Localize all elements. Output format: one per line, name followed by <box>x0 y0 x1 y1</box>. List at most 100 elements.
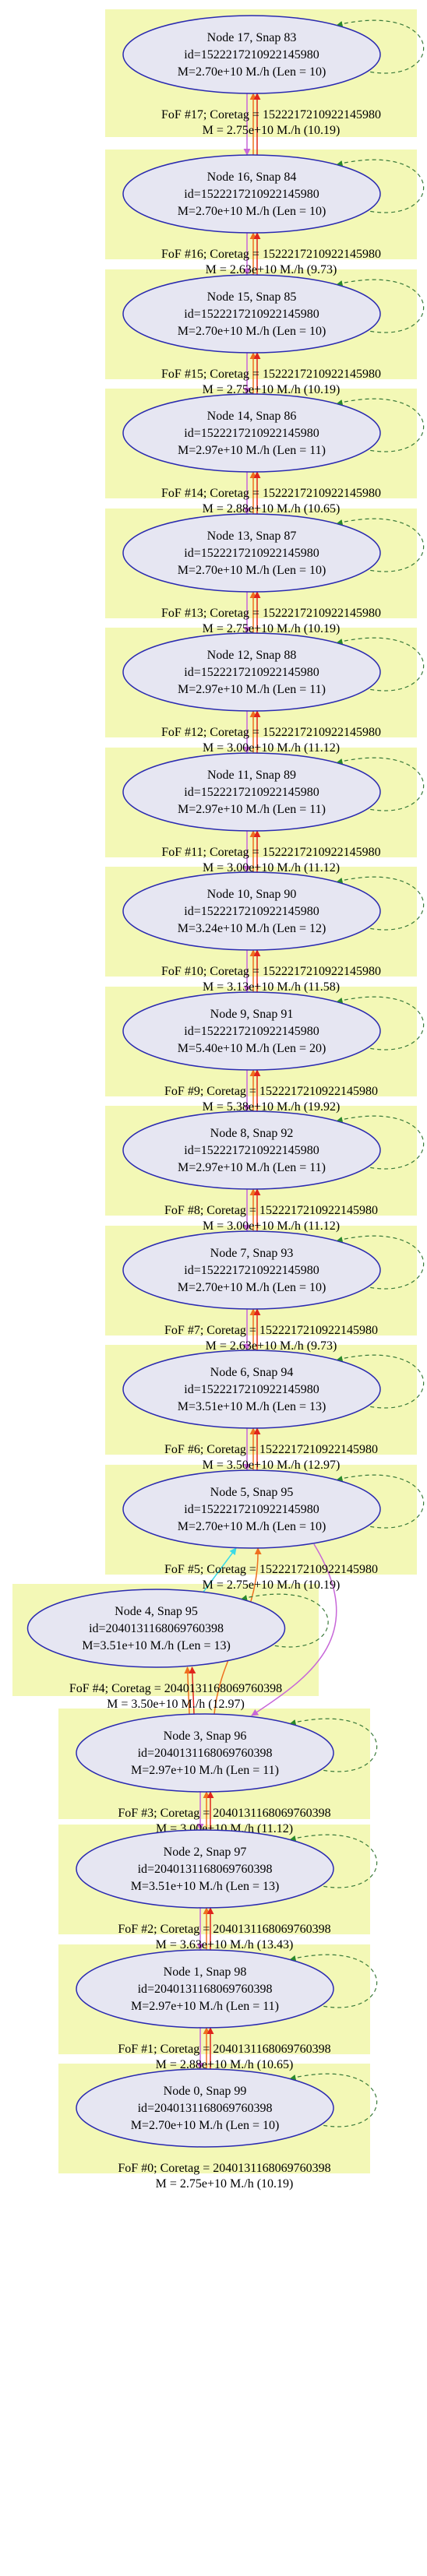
node-title: Node 2, Snap 97 <box>164 1846 247 1859</box>
node-ellipse <box>122 274 381 354</box>
self-loop-edge <box>337 1115 425 1170</box>
fof-label: FoF #14; Coretag = 1522217210922145980 <box>161 487 381 500</box>
node-ellipse <box>76 1829 334 1909</box>
node-title: Node 11, Snap 89 <box>207 769 296 782</box>
node-mass: M=3.24e+10 M./h (Len = 12) <box>178 922 326 935</box>
node-ellipse <box>122 1350 381 1429</box>
self-loop-edge <box>337 637 425 692</box>
node-id: id=1522217210922145980 <box>184 1264 319 1277</box>
fof-label: FoF #13; Coretag = 1522217210922145980 <box>161 607 381 620</box>
fof-mass: M = 2.88e+10 M./h (10.65) <box>156 2058 294 2071</box>
fof-mass: M = 2.63e+10 M./h (9.73) <box>206 263 337 276</box>
tree-node-9: Node 8, Snap 92 id=1522217210922145980 M=2… <box>122 1110 425 1233</box>
node-title: Node 3, Snap 96 <box>164 1730 247 1743</box>
fof-mass: M = 2.75e+10 M./h (10.19) <box>156 2177 294 2191</box>
node-title: Node 10, Snap 90 <box>207 888 297 901</box>
node-mass: M=2.70e+10 M./h (Len = 10) <box>178 205 326 218</box>
fof-mass: M = 2.75e+10 M./h (10.19) <box>203 622 341 635</box>
node-title: Node 14, Snap 86 <box>207 410 297 423</box>
self-loop-edge <box>337 279 425 333</box>
self-loop-edge <box>337 19 425 74</box>
tree-node-7: Node 10, Snap 90 id=1522217210922145980 M=… <box>122 871 425 994</box>
tree-node-17: Node 0, Snap 99 id=2040131168069760398 M=2… <box>76 2068 378 2191</box>
node-ellipse <box>122 1230 381 1310</box>
tree-node-1: Node 16, Snap 84 id=1522217210922145980 M=… <box>122 154 425 276</box>
node-title: Node 7, Snap 93 <box>210 1247 294 1260</box>
node-ellipse <box>122 991 381 1071</box>
tree-node-12: Node 5, Snap 95 id=1522217210922145980 M=2… <box>122 1469 425 1592</box>
self-loop-edge <box>337 1474 425 1529</box>
self-loop-edge <box>290 2073 378 2127</box>
self-loop-edge <box>337 996 425 1050</box>
fof-mass: M = 2.75e+10 M./h (10.19) <box>203 1578 341 1592</box>
fof-label: FoF #1; Coretag = 2040131168069760398 <box>118 2043 330 2056</box>
node-title: Node 4, Snap 95 <box>115 1605 198 1618</box>
fof-label: FoF #17; Coretag = 1522217210922145980 <box>161 108 381 121</box>
node-mass: M=2.70e+10 M./h (Len = 10) <box>178 65 326 79</box>
tree-node-0: Node 17, Snap 83 id=1522217210922145980 M=… <box>122 15 425 137</box>
node-id: id=2040131168069760398 <box>138 1863 273 1876</box>
node-id: id=2040131168069760398 <box>138 2102 273 2115</box>
node-ellipse <box>122 393 381 473</box>
fof-label: FoF #0; Coretag = 2040131168069760398 <box>118 2162 330 2175</box>
fof-label: FoF #4; Coretag = 2040131168069760398 <box>69 1682 282 1695</box>
edge-descendant-5-3 <box>251 1543 337 1716</box>
fof-mass: M = 3.50e+10 M./h (12.97) <box>203 1459 341 1472</box>
self-loop-edge <box>337 159 425 213</box>
tree-node-10: Node 7, Snap 93 id=1522217210922145980 M=2… <box>122 1230 425 1353</box>
tree-node-15: Node 2, Snap 97 id=2040131168069760398 M=3… <box>76 1829 378 1951</box>
node-title: Node 15, Snap 85 <box>207 290 297 304</box>
tree-node-11: Node 6, Snap 94 id=1522217210922145980 M=3… <box>122 1350 425 1472</box>
node-id: id=1522217210922145980 <box>184 48 319 62</box>
node-mass: M=2.70e+10 M./h (Len = 10) <box>131 2119 280 2132</box>
node-id: id=2040131168069760398 <box>89 1622 224 1635</box>
node-mass: M=3.51e+10 M./h (Len = 13) <box>178 1400 326 1413</box>
node-ellipse <box>122 15 381 94</box>
node-title: Node 12, Snap 88 <box>207 649 297 662</box>
node-mass: M=2.97e+10 M./h (Len = 11) <box>178 444 326 457</box>
self-loop-edge <box>290 1718 378 1772</box>
node-title: Node 9, Snap 91 <box>210 1008 294 1021</box>
node-id: id=1522217210922145980 <box>184 308 319 321</box>
node-ellipse <box>122 871 381 951</box>
self-loop-edge <box>337 876 425 931</box>
fof-label: FoF #10; Coretag = 1522217210922145980 <box>161 965 381 978</box>
fof-mass: M = 2.75e+10 M./h (10.19) <box>203 124 341 137</box>
self-loop-edge <box>337 757 425 811</box>
node-title: Node 5, Snap 95 <box>210 1486 294 1499</box>
fof-label: FoF #2; Coretag = 2040131168069760398 <box>118 1923 330 1936</box>
node-ellipse <box>76 1713 334 1793</box>
self-loop-edge <box>290 1954 378 2008</box>
tree-node-14: Node 3, Snap 96 id=2040131168069760398 M=2… <box>76 1713 378 1835</box>
self-loop-edge <box>337 1235 425 1290</box>
node-mass: M=2.97e+10 M./h (Len = 11) <box>131 1764 279 1777</box>
node-ellipse <box>26 1589 286 1668</box>
node-title: Node 8, Snap 92 <box>210 1127 294 1140</box>
node-title: Node 0, Snap 99 <box>164 2085 247 2098</box>
edge-main-progenitor-3-4 <box>189 1666 196 1715</box>
node-title: Node 6, Snap 94 <box>210 1366 294 1379</box>
tree-node-16: Node 1, Snap 98 id=2040131168069760398 M=2… <box>76 1949 378 2071</box>
fof-mass: M = 3.13e+10 M./h (11.58) <box>203 980 340 994</box>
fof-label: FoF #8; Coretag = 1522217210922145980 <box>164 1204 378 1217</box>
node-id: id=1522217210922145980 <box>184 1144 319 1157</box>
node-id: id=1522217210922145980 <box>184 1025 319 1038</box>
node-title: Node 16, Snap 84 <box>207 171 297 184</box>
fof-label: FoF #15; Coretag = 1522217210922145980 <box>161 368 381 381</box>
fof-label: FoF #3; Coretag = 2040131168069760398 <box>118 1807 330 1820</box>
fof-mass: M = 2.75e+10 M./h (10.19) <box>203 383 341 396</box>
node-ellipse <box>76 2068 334 2148</box>
self-loop-edge <box>290 1834 378 1888</box>
node-id: id=1522217210922145980 <box>184 427 319 440</box>
node-id: id=1522217210922145980 <box>184 547 319 560</box>
edge-progenitor-3-4 <box>184 1666 192 1715</box>
node-mass: M=2.97e+10 M./h (Len = 11) <box>178 683 326 696</box>
tree-node-4: Node 13, Snap 87 id=1522217210922145980 M=… <box>122 513 425 635</box>
node-id: id=2040131168069760398 <box>138 1747 273 1760</box>
node-mass: M=2.70e+10 M./h (Len = 10) <box>178 325 326 338</box>
node-title: Node 17, Snap 83 <box>207 31 297 44</box>
node-mass: M=2.97e+10 M./h (Len = 11) <box>131 2000 279 2013</box>
tree-node-8: Node 9, Snap 91 id=1522217210922145980 M=5… <box>122 991 425 1114</box>
node-mass: M=3.51e+10 M./h (Len = 13) <box>131 1880 280 1893</box>
